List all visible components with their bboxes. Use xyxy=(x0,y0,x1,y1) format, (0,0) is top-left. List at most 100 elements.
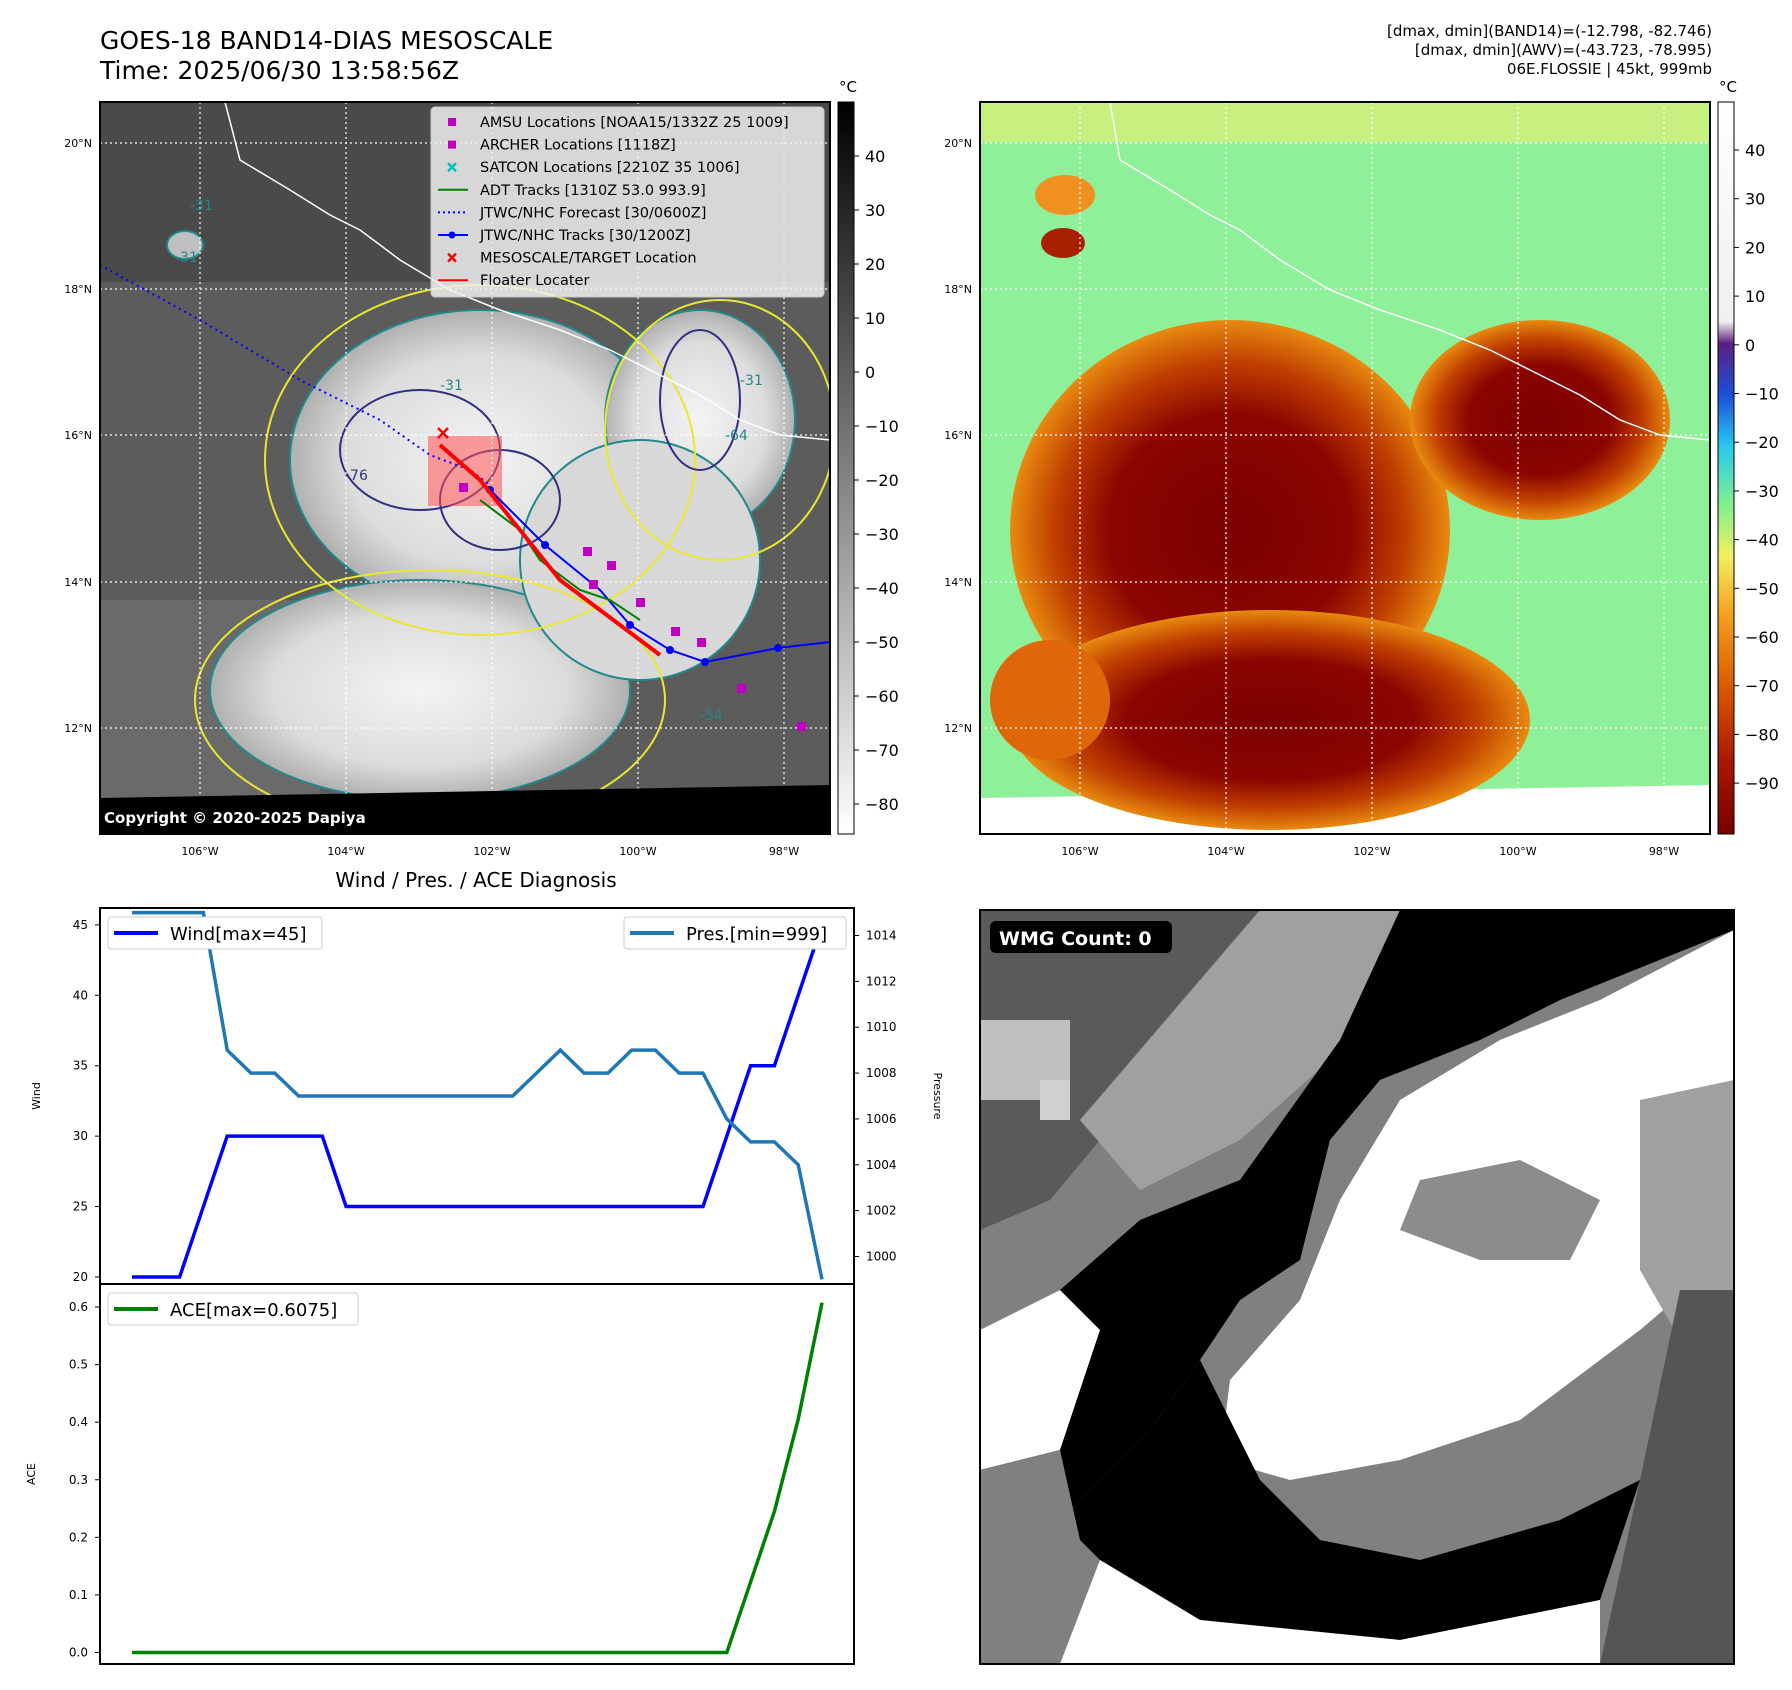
legend-item: ADT Tracks [1310Z 53.0 993.9] xyxy=(438,183,706,199)
wind-tick-label: 45 xyxy=(73,918,88,932)
pressure-legend-label: Pres.[min=999] xyxy=(686,924,827,945)
legend-marker xyxy=(447,252,457,263)
colorbar-tick-label: −20 xyxy=(1745,433,1779,452)
wind-legend-label: Wind[max=45] xyxy=(170,924,307,945)
colorbar-tick-label: −60 xyxy=(1745,628,1779,647)
ace-tick-label: 0.4 xyxy=(69,1415,88,1429)
pressure-axis-label: Pressure xyxy=(931,1073,944,1120)
pressure-tick-label: 1012 xyxy=(866,974,897,988)
pressure-tick-label: 1004 xyxy=(866,1158,897,1172)
ace-series-line xyxy=(132,1302,824,1655)
svg-text:-31: -31 xyxy=(740,373,763,389)
legend-item: AMSU Locations [NOAA15/1332Z 25 1009] xyxy=(448,115,789,131)
colorbar-tick-label: 10 xyxy=(865,309,885,328)
lon-label: 102°W xyxy=(1353,845,1390,858)
color-map-frame xyxy=(979,101,1711,835)
lon-label: 98°W xyxy=(769,845,799,858)
pressure-tick-label: 1002 xyxy=(866,1204,897,1218)
legend-item: ARCHER Locations [1118Z] xyxy=(448,138,676,154)
lon-label: 102°W xyxy=(473,845,510,858)
pressure-legend: Pres.[min=999] xyxy=(623,916,847,950)
ir-lat-labels: 20°N 18°N 16°N 14°N 12°N xyxy=(64,137,92,735)
colorbar-tick-label: 0 xyxy=(1745,336,1755,355)
lat-label: 16°N xyxy=(64,429,92,442)
wmg-count-label: WMG Count: 0 xyxy=(999,928,1152,950)
wmg-panel: WMG Count: 0 xyxy=(979,909,1735,1665)
wind-tick-label: 30 xyxy=(73,1129,88,1143)
colorbar-tick-label: 10 xyxy=(1745,287,1765,306)
amsu-markers xyxy=(459,483,806,731)
lat-label: 20°N xyxy=(944,137,972,150)
colorbar-tick-label: 0 xyxy=(865,363,875,382)
legend-label: JTWC/NHC Forecast [30/0600Z] xyxy=(479,205,706,221)
pressure-series-line xyxy=(132,910,824,1280)
lat-label: 14°N xyxy=(944,576,972,589)
ir-map-frame xyxy=(99,101,831,835)
legend-item: MESOSCALE/TARGET Location xyxy=(447,251,697,267)
legend-label: JTWC/NHC Tracks [30/1200Z] xyxy=(479,228,691,244)
svg-text:-31: -31 xyxy=(440,378,463,394)
pressure-tick-label: 1006 xyxy=(866,1112,897,1126)
wind-tick-label: 40 xyxy=(73,988,88,1002)
colorbar-tick-label: 20 xyxy=(1745,238,1765,257)
lon-label: 106°W xyxy=(181,845,218,858)
legend-item: JTWC/NHC Tracks [30/1200Z] xyxy=(438,228,691,244)
ace-tick-label: 0.0 xyxy=(69,1645,88,1659)
colorbar-tick-label: −10 xyxy=(865,417,899,436)
wind-legend: Wind[max=45] xyxy=(107,916,323,950)
copyright-band xyxy=(100,785,830,834)
adt-track xyxy=(479,499,641,621)
gray-colorbar: °C 40 30 20 10 0 −10 −20 −30 −40 −50 −60 −70 −80 xyxy=(837,78,899,835)
lat-label: 20°N xyxy=(64,137,92,150)
colorbar-tick-label: −70 xyxy=(865,741,899,760)
legend-label: MESOSCALE/TARGET Location xyxy=(480,251,697,267)
legend-marker xyxy=(448,118,456,126)
colorbar-tick-label: −40 xyxy=(865,579,899,598)
target-marker xyxy=(437,427,449,439)
colorbar-tick-label: −80 xyxy=(1745,725,1779,744)
wind-series-line xyxy=(132,924,824,1279)
pressure-tick-label: 1014 xyxy=(866,929,897,943)
color-colorbar: °C 40 30 20 10 0 −10 −20 −30 −40 −50 −60 −70 −80 −90 xyxy=(1717,78,1779,835)
svg-text:-64: -64 xyxy=(725,428,748,444)
lat-label: 12°N xyxy=(944,722,972,735)
color-lat-labels: 20°N 18°N 16°N 14°N 12°N xyxy=(944,137,972,735)
ace-tick-label: 0.2 xyxy=(69,1530,88,1544)
lon-label: 98°W xyxy=(1649,845,1679,858)
legend-label: AMSU Locations [NOAA15/1332Z 25 1009] xyxy=(480,115,789,131)
legend-marker xyxy=(448,140,456,149)
floater-track xyxy=(438,443,662,657)
legend-item: JTWC/NHC Forecast [30/0600Z] xyxy=(438,205,706,221)
map-legend: AMSU Locations [NOAA15/1332Z 25 1009] ARC… xyxy=(430,106,825,298)
legend-marker xyxy=(448,231,456,239)
title-line-2: Time: 2025/06/30 13:58:56Z xyxy=(100,56,459,85)
ace-chart: ACE 0.0 0.1 0.2 0.3 0.4 0.5 0.6 ACE[max=0.6075… xyxy=(25,1283,855,1665)
lat-label: 12°N xyxy=(64,722,92,735)
lon-label: 104°W xyxy=(327,845,364,858)
colorbar-tick-label: −40 xyxy=(1745,531,1779,550)
color-lon-labels: 106°W 104°W 102°W 100°W 98°W xyxy=(1061,845,1679,858)
ace-tick-label: 0.6 xyxy=(69,1300,88,1314)
info-line-1: [dmax, dmin](BAND14)=(-12.798, -82.746) xyxy=(1387,22,1712,40)
colorbar-tick-label: −30 xyxy=(1745,482,1779,501)
storm-info: [dmax, dmin](BAND14)=(-12.798, -82.746) … xyxy=(1387,22,1712,79)
svg-text:-76: -76 xyxy=(345,468,368,484)
ir-map-panel: -31 -31 -31 -64 -76 -54 -31 Copyright © … xyxy=(64,101,831,858)
colorbar-tick-label: 30 xyxy=(1745,190,1765,209)
lon-label: 106°W xyxy=(1061,845,1098,858)
svg-text:-31: -31 xyxy=(190,198,213,214)
colorbar-tick-label: −30 xyxy=(865,525,899,544)
contour-labels: -31 -31 -31 -64 -76 -54 -31 xyxy=(175,198,763,724)
wmg-count-box xyxy=(990,921,1172,953)
wind-axis-label: Wind xyxy=(30,1082,43,1110)
colorbar-tick-label: −60 xyxy=(865,687,899,706)
legend-label: Floater Locater xyxy=(480,273,589,289)
lat-label: 14°N xyxy=(64,576,92,589)
wmg-frame xyxy=(979,909,1735,1665)
colorbar-tick-label: 30 xyxy=(865,201,885,220)
colorbar-tick-label: 40 xyxy=(1745,141,1765,160)
legend-label: ADT Tracks [1310Z 53.0 993.9] xyxy=(480,183,706,199)
lat-label: 18°N xyxy=(64,283,92,296)
figure-title: GOES-18 BAND14-DIAS MESOSCALE Time: 2025… xyxy=(100,26,553,86)
colorbar-tick-label: −50 xyxy=(865,633,899,652)
